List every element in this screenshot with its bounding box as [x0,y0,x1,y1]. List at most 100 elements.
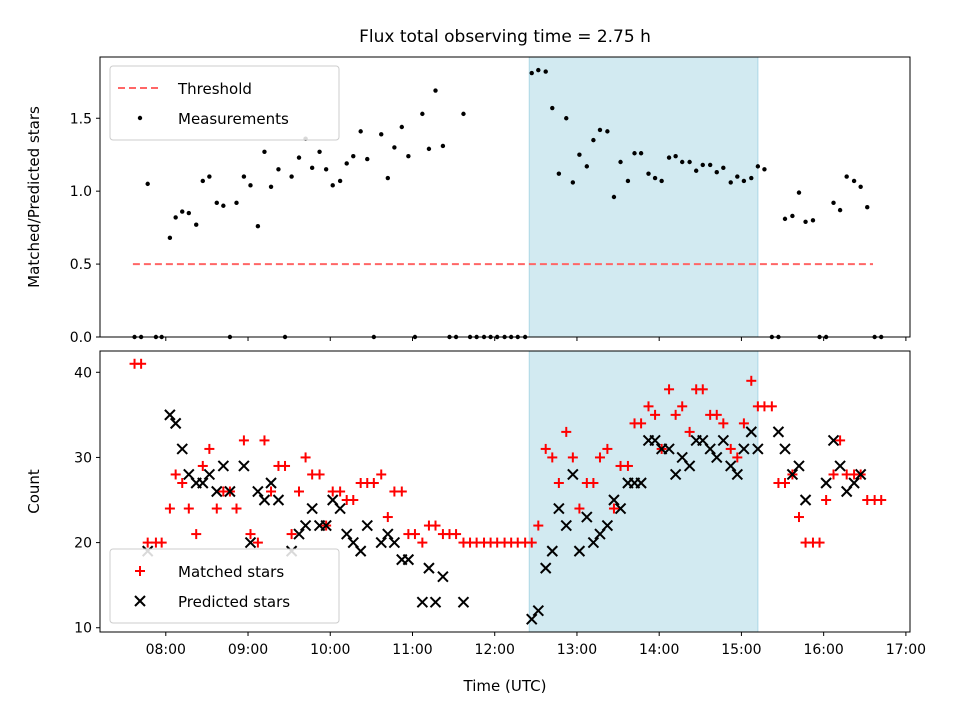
legend-entry-matched-stars-swatch [135,566,145,576]
series-measurements-point-107 [865,205,870,210]
y-axis-label: Matched/Predicted stars [25,106,43,288]
series-predicted-stars-point-83 [854,468,867,481]
series-measurements-point-70 [611,194,617,200]
series-predicted-stars-point-76-b [793,460,805,472]
series-matched-stars-point-30 [335,486,346,497]
y-tick-label: 1.5 [70,111,92,127]
series-predicted-stars-point-82 [848,477,860,489]
series-matched-stars-point-70 [608,503,619,514]
series-measurements-point-103 [837,207,843,213]
series-measurements [132,67,884,340]
series-matched-stars-point-18 [252,537,263,548]
series-predicted-stars-point-20-b [306,502,318,515]
series-predicted-stars-point-11 [238,460,250,472]
series-measurements-point-87 [728,180,733,185]
series-predicted-stars-point-29 [375,536,387,549]
x-tick-label: 15:00 [721,642,761,658]
series-measurements-point-5 [167,235,173,241]
series-predicted-stars-point-79-b [827,434,840,447]
series-predicted-stars-point-57 [649,434,661,447]
series-measurements-point-88 [735,174,740,179]
series-measurements-point-97 [796,190,802,195]
series-measurements-point-90 [749,175,754,181]
series-measurements-point-69 [605,129,610,134]
series-predicted-stars-point-37-b [437,570,449,583]
series-predicted-stars-point-19 [299,519,312,532]
series-matched-stars-point-67 [588,477,599,488]
series-matched-stars-point-39 [396,486,407,497]
series-predicted-stars-point-31 [388,536,401,549]
series-matched-stars-point-60 [540,443,551,454]
series-matched-stars-point-79 [670,409,681,420]
series-predicted-stars-point-72 [752,443,764,455]
series-predicted-stars-point-41 [539,562,552,574]
series-predicted-stars-point-68 [725,460,737,472]
series-predicted-stars-point-9 [217,460,230,472]
series-matched-stars-point-41 [409,529,420,540]
legend-entry-measurements-label: Measurements [178,110,289,128]
series-measurements-point-44 [433,88,438,93]
series-predicted-stars-point-40 [532,605,545,617]
series-matched-stars-point-76 [650,409,661,420]
series-predicted-stars-point-14-b [258,494,271,506]
series-matched-stars-point-44 [430,520,441,531]
series-matched-stars-point-35 [368,477,379,488]
series-predicted-stars-point-76 [793,460,805,472]
series-measurements-point-42 [420,111,425,117]
series-measurements-point-30 [337,178,343,184]
series-measurements-point-31 [344,161,349,166]
series-predicted-stars-point-79 [827,434,840,447]
legend-box [109,65,340,141]
series-predicted-stars-point-78 [820,477,832,489]
series-predicted-stars-point-42-b [546,545,558,557]
series-matched-stars-point-86 [718,418,729,429]
series-measurements-point-102 [831,200,836,206]
series-matched-stars-point-88 [732,452,743,463]
series-matched-stars-point-16 [238,435,249,446]
series-predicted-stars-point-78-b [820,477,832,489]
series-predicted-stars-point-44 [560,519,572,532]
series-predicted-stars-point-77 [799,494,812,506]
x-tick-label: 10:00 [310,642,350,658]
series-predicted-stars-point-45-b [567,468,579,481]
series-predicted-stars-point-52-b [614,502,627,515]
series-measurements-point-21 [276,167,281,172]
series-matched-stars-point-95 [780,477,791,488]
series-predicted-stars-point-69-b [731,468,744,481]
series-measurements-point-2 [145,181,150,187]
series-predicted-stars-point-75 [786,468,799,481]
series-predicted-stars-point-2-b [169,417,182,430]
x-tick-label: 11:00 [392,642,432,658]
series-predicted-stars-point-25-b [340,528,353,540]
series-predicted-stars-point-82-b [848,477,860,489]
series-predicted-stars-point-1 [164,409,176,421]
series-predicted-stars-point-15-b [265,477,277,489]
series-measurements-point-24 [296,155,302,160]
series-predicted-stars-point-60-b [669,468,682,481]
y-tick-label: 20 [74,536,92,552]
series-matched-stars-point-27 [314,469,325,480]
series-matched-stars-point-59 [533,520,544,531]
legend-entry-matched-stars-label: Matched stars [178,563,284,581]
series-matched-stars-point-25 [300,452,311,463]
series-predicted-stars-point-16 [272,494,285,506]
series-measurements-point-11 [207,174,212,179]
series-measurements-point-36 [379,132,384,137]
series-predicted-stars-point-31-b [388,536,401,549]
series-measurements-point-43 [426,146,432,152]
series-predicted-stars-point-46 [573,545,586,557]
series-predicted-stars-point-59-b [663,443,675,455]
series-predicted-stars-point-51-b [608,494,620,506]
series-measurements-point-27 [317,149,322,154]
axes-frame [99,350,911,633]
series-measurements-point-96 [790,213,795,219]
series-predicted-stars-point-60 [669,468,682,481]
series-predicted-stars-point-45 [567,468,579,481]
series-predicted-stars-point-15 [265,477,277,489]
series-measurements-point-91 [755,164,761,169]
series-predicted-stars-point-61-b [676,451,688,464]
series-matched-stars-point-17 [245,529,256,540]
series-measurements-point-61 [550,105,555,111]
series-measurements-point-82 [693,168,699,173]
series-predicted-stars-point-33-b [402,553,415,566]
